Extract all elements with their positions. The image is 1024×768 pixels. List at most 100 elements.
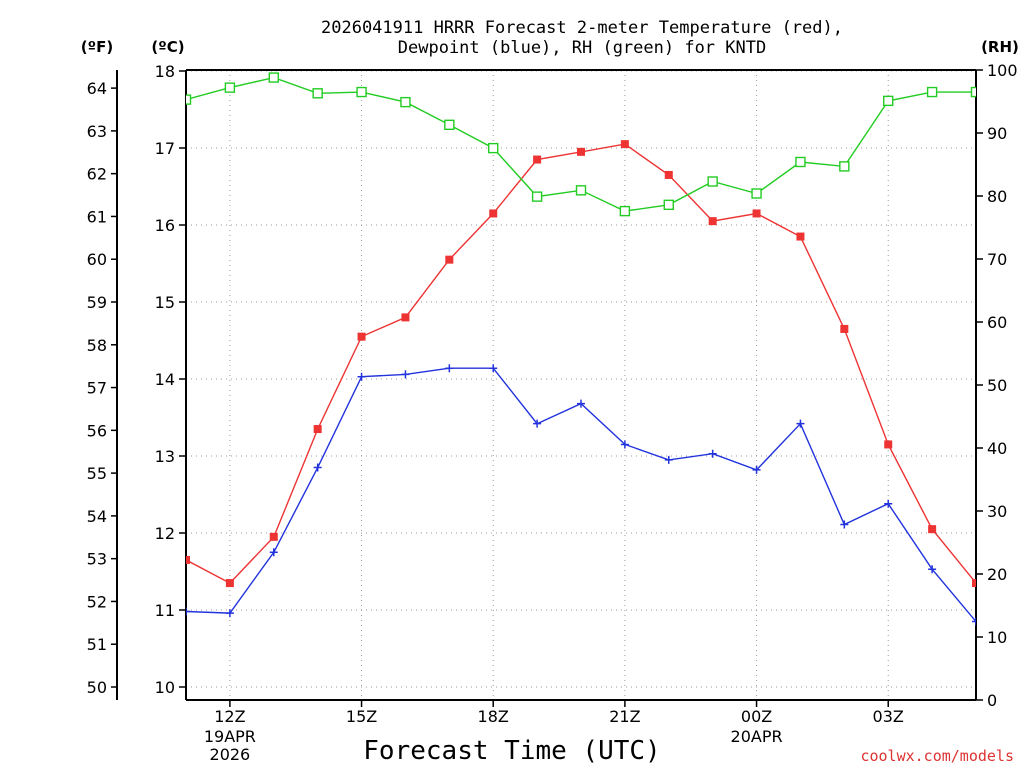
fahrenheit-tick-label: 54 — [87, 507, 107, 526]
fahrenheit-tick-label: 59 — [87, 293, 107, 312]
rh-point — [751, 188, 762, 199]
gridlines — [186, 70, 976, 700]
x-tick-year-label: 2026 — [210, 745, 251, 764]
dewpoint-series — [186, 364, 976, 626]
rh-point — [444, 119, 455, 131]
rh-point — [883, 95, 894, 107]
celsius-tick-label: 17 — [155, 139, 175, 158]
temperature-point — [928, 525, 937, 534]
rh-tick-label: 90 — [987, 124, 1007, 143]
dewpoint-point — [884, 499, 893, 508]
rh-tick-label: 100 — [987, 61, 1018, 80]
x-tick-label: 03Z — [873, 707, 904, 726]
temperature-point — [186, 555, 190, 564]
dewpoint-point — [840, 520, 849, 529]
dewpoint-point — [577, 399, 585, 408]
dewpoint-point — [186, 607, 190, 616]
chart-title-line2: Dewpoint (blue), RH (green) for KNTD — [398, 38, 766, 58]
dewpoint-point — [533, 419, 542, 428]
celsius-unit-label: (ºC) — [151, 38, 184, 56]
x-tick-label: 12Z — [214, 707, 245, 726]
dewpoint-point — [664, 455, 673, 464]
x-tick-date-label: 19APR — [204, 727, 256, 746]
celsius-tick-label: 14 — [155, 370, 175, 389]
temperature-point — [752, 209, 761, 218]
x-tick-label: 15Z — [346, 707, 377, 726]
rh-tick-label: 30 — [987, 502, 1007, 521]
fahrenheit-tick-label: 55 — [87, 464, 107, 483]
dewpoint-point — [445, 364, 454, 373]
celsius-tick-label: 11 — [155, 601, 175, 620]
rh-point — [268, 72, 279, 83]
fahrenheit-tick-label: 57 — [87, 379, 107, 398]
rh-point — [619, 205, 631, 217]
dewpoint-point — [972, 617, 976, 626]
temperature-point — [313, 425, 322, 434]
dewpoint-point — [313, 463, 322, 472]
axes: 50 51 52 53 54 55 56 57 58 59 60 61 62 63 64 10 11 12 13 14… — [87, 61, 1018, 764]
rh-point — [575, 185, 587, 196]
dewpoint-point — [708, 449, 717, 458]
rh-tick-label: 60 — [987, 313, 1007, 332]
x-tick-date-label: 20APR — [731, 727, 783, 746]
rh-point — [400, 96, 411, 108]
temperature-series — [186, 140, 976, 588]
rh-point — [926, 86, 938, 98]
celsius-tick-label: 15 — [155, 293, 175, 312]
rh-point — [356, 86, 367, 98]
celsius-tick-label: 18 — [155, 62, 175, 81]
fahrenheit-tick-label: 50 — [87, 678, 107, 697]
fahrenheit-tick-label: 52 — [87, 592, 107, 611]
rh-point — [795, 156, 806, 168]
fahrenheit-tick-label: 51 — [87, 635, 107, 654]
temperature-point — [225, 579, 234, 588]
data-series — [186, 72, 976, 626]
dewpoint-point — [620, 440, 629, 449]
temperature-point — [664, 170, 673, 179]
temperature-point — [269, 532, 278, 541]
celsius-tick-label: 12 — [155, 524, 175, 543]
dewpoint-point — [225, 609, 234, 618]
celsius-tick-label: 16 — [155, 216, 175, 235]
temperature-point — [489, 209, 498, 218]
rh-series — [186, 72, 976, 217]
x-tick-label: 21Z — [609, 707, 640, 726]
x-axis-title: Forecast Time (UTC) — [363, 736, 660, 766]
temperature-point — [577, 147, 585, 156]
temperature-point — [533, 155, 542, 164]
x-tick-label: 18Z — [478, 707, 509, 726]
fahrenheit-unit-label: (ºF) — [81, 38, 113, 56]
rh-unit-label: (RH) — [981, 38, 1019, 56]
rh-point — [970, 86, 976, 98]
x-tick-label: 00Z — [741, 707, 772, 726]
rh-point — [312, 88, 323, 99]
fahrenheit-tick-label: 63 — [87, 122, 107, 141]
celsius-tick-label: 13 — [155, 447, 175, 466]
rh-tick-label: 50 — [987, 376, 1007, 395]
fahrenheit-tick-label: 62 — [87, 165, 107, 184]
rh-point — [186, 94, 192, 105]
dewpoint-point — [752, 465, 761, 474]
rh-point — [488, 142, 499, 154]
rh-tick-label: 70 — [987, 250, 1007, 269]
rh-tick-label: 80 — [987, 187, 1007, 206]
fahrenheit-tick-label: 56 — [87, 421, 107, 440]
temperature-point — [796, 232, 805, 241]
rh-point — [224, 82, 236, 93]
rh-point — [531, 191, 543, 202]
fahrenheit-tick-label: 58 — [87, 336, 107, 355]
rh-point — [663, 199, 674, 211]
rh-point — [839, 161, 850, 172]
rh-tick-label: 40 — [987, 439, 1007, 458]
temperature-point — [620, 140, 629, 149]
rh-point — [707, 176, 718, 187]
dewpoint-point — [928, 565, 937, 574]
dewpoint-point — [401, 370, 410, 379]
temperature-point — [401, 313, 410, 322]
temperature-point — [972, 579, 976, 588]
fahrenheit-tick-label: 60 — [87, 250, 107, 269]
rh-tick-label: 20 — [987, 565, 1007, 584]
fahrenheit-tick-label: 61 — [87, 207, 107, 226]
temperature-point — [357, 332, 366, 341]
